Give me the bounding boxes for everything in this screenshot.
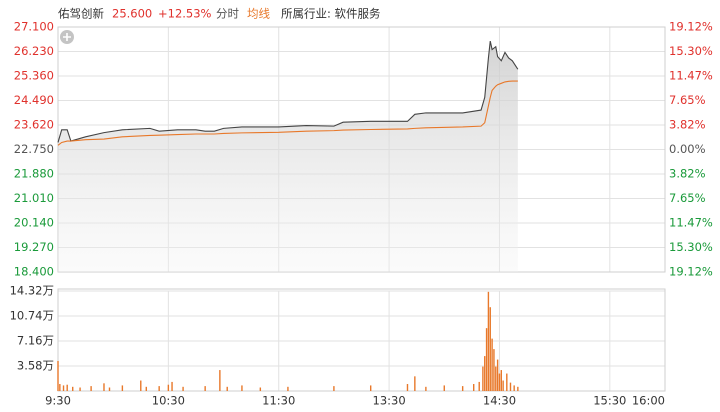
y-tick-label: 20.140 (14, 216, 54, 230)
volume-bar (72, 386, 74, 391)
y-tick-label: 10.74万 (10, 309, 54, 323)
y2-tick-label: 19.12% (669, 265, 713, 279)
y-tick-label: 19.270 (14, 240, 54, 254)
volume-bar (167, 384, 170, 391)
volume-bar (491, 338, 493, 391)
y-tick-label: 18.400 (14, 265, 54, 279)
y-tick-label: 21.010 (14, 191, 54, 205)
volume-bar (219, 370, 221, 391)
x-tick-label: 9:30 (45, 394, 71, 408)
y-tick-label: 24.490 (14, 93, 54, 107)
volume-bar (493, 349, 495, 391)
volume-bar (498, 373, 501, 391)
volume-bar (333, 386, 335, 391)
volume-bar (425, 386, 427, 391)
volume-bar (226, 386, 228, 391)
x-tick-label: 16:00 (632, 394, 665, 408)
volume-bar (485, 328, 488, 391)
volume-bar (517, 386, 519, 391)
series-label[interactable]: 均线 (247, 7, 270, 21)
volume-bar (414, 376, 416, 391)
volume-bar (443, 385, 445, 391)
y-tick-label: 21.880 (14, 167, 54, 181)
volume-bar (502, 380, 504, 391)
y2-tick-label: 7.65% (669, 191, 706, 205)
zoom-icon[interactable] (60, 30, 74, 44)
volume-bar (171, 381, 173, 391)
volume-bar (66, 384, 68, 391)
volume-bar (103, 383, 105, 391)
volume-bar (482, 366, 484, 391)
volume-bar (369, 385, 372, 391)
volume-bar (79, 387, 81, 391)
y-tick-label: 26.230 (14, 44, 54, 58)
stock-change: +12.53% (158, 7, 212, 21)
x-tick-label: 10:30 (152, 394, 185, 408)
volume-bar (489, 307, 491, 391)
volume-bar (495, 366, 497, 391)
series-label[interactable]: 分时 (216, 7, 239, 21)
stock-name: 佑驾创新 (58, 7, 104, 21)
price-area (58, 41, 518, 272)
y-tick-label: 3.58万 (17, 359, 54, 373)
y-tick-label: 23.620 (14, 118, 54, 132)
plot-frame (57, 288, 666, 392)
volume-bar (57, 360, 59, 391)
stock-price: 25.600 (112, 7, 152, 21)
y-tick-label: 7.16万 (17, 334, 54, 348)
y-tick-label: 25.360 (14, 69, 54, 83)
volume-bar (461, 386, 464, 391)
y-tick-label: 14.32万 (10, 284, 54, 298)
volume-bar (473, 384, 475, 391)
y2-tick-label: 15.30% (669, 240, 713, 254)
series-line (57, 80, 518, 146)
y2-tick-label: 7.65% (669, 93, 706, 107)
volume-bar (484, 356, 486, 391)
volume-bar (287, 386, 289, 391)
y-tick-label: 22.750 (14, 142, 54, 156)
series-line (57, 40, 519, 143)
y2-tick-label: 15.30% (669, 44, 713, 58)
volume-bar (509, 382, 512, 391)
volume-bar (59, 384, 61, 391)
volume-bar (478, 381, 480, 391)
x-tick-label: 13:30 (373, 394, 406, 408)
volume-bar (406, 384, 409, 391)
volume-bar (90, 386, 92, 391)
y2-tick-label: 0.00% (669, 142, 706, 156)
volume-bar (513, 385, 515, 391)
y2-tick-label: 19.12% (669, 20, 713, 34)
volume-bar (121, 385, 124, 391)
y2-tick-label: 3.82% (669, 166, 706, 180)
y2-tick-label: 11.47% (669, 215, 713, 229)
y2-tick-label: 3.82% (669, 118, 706, 132)
volume-bar (506, 373, 508, 391)
y2-tick-label: 11.47% (669, 69, 713, 83)
x-tick-label: 14:30 (483, 394, 516, 408)
volume-bar (108, 387, 111, 391)
x-tick-label: 11:30 (262, 394, 295, 408)
volume-bar (259, 387, 262, 391)
volume-bar (500, 370, 502, 391)
volume-bar (62, 385, 65, 391)
volume-bar (140, 380, 142, 391)
industry: 所属行业: 软件服务 (281, 7, 381, 21)
volume-bar (182, 386, 184, 391)
volume-bar (204, 386, 206, 391)
volume-bar (487, 291, 490, 391)
volume-bar (496, 359, 499, 391)
y-tick-label: 27.100 (14, 20, 54, 34)
volume-bar (241, 385, 243, 391)
volume-bar (158, 386, 160, 391)
x-tick-label: 15:30 (593, 394, 626, 408)
volume-bar (145, 386, 147, 391)
